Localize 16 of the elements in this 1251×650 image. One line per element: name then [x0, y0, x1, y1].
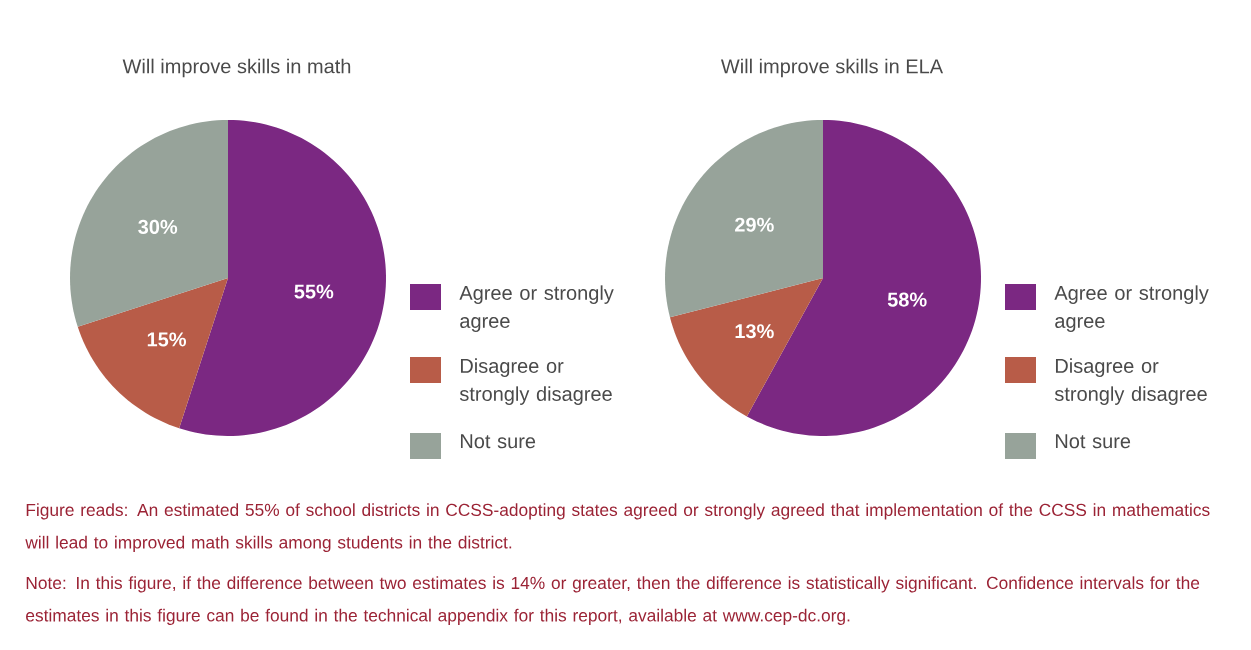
chart-title: Will improve skills in math: [122, 58, 351, 78]
text: Note: In this figure, if the difference between two estimates is 14% or greater, then the difference is statistically significant. Confidence intervals for the estimates in this figure can be found in the technical appendix for this report, available at www.cep-dc.org.: [26, 576, 1200, 625]
chart-title: Will improve skills in ELA: [720, 58, 944, 78]
data-label: 15%: [147, 332, 187, 347]
data-label: 55%: [294, 284, 334, 299]
legend-label: Agree or strongly agree: [1054, 285, 1209, 332]
legend-label: Agree or strongly agree: [459, 285, 614, 332]
text: Figure reads: An estimated 55% of school districts in CCSS-adopting states agreed or strongly agreed that implementation of the CCSS in mathematics will lead to improved math skills among students in the district.: [25, 503, 1210, 552]
data-label: 29%: [735, 217, 774, 232]
legend-label: Not sure: [460, 434, 536, 449]
data-label: 13%: [735, 324, 774, 339]
legend-label: Disagree or strongly disagree: [1054, 358, 1207, 405]
data-label: 30%: [138, 219, 178, 235]
data-label: 58%: [887, 292, 927, 307]
legend-label: Not sure: [1055, 434, 1131, 449]
legend-label: Disagree or strongly disagree: [459, 358, 612, 405]
